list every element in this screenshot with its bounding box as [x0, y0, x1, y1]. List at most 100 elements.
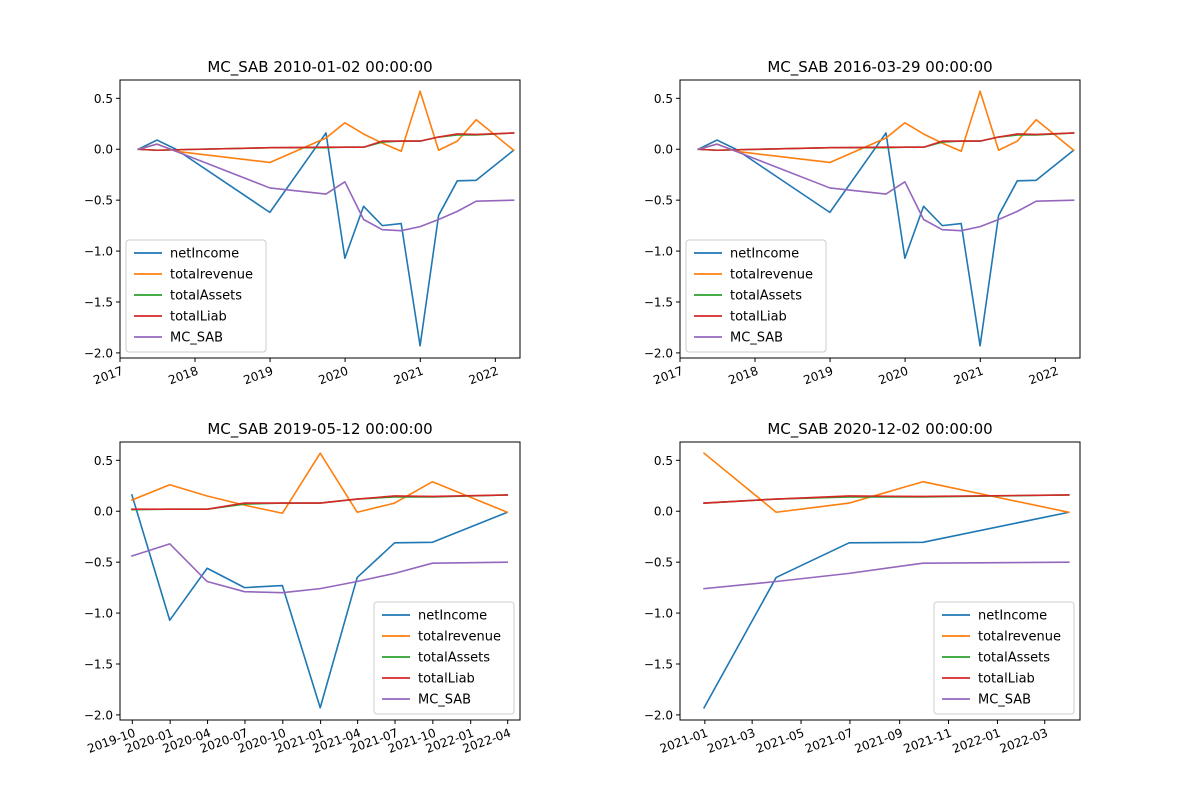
y-tick-label: 0.5 [94, 454, 113, 468]
y-tick-label: −0.5 [644, 194, 673, 208]
x-tick-label: 2021-03 [705, 726, 757, 756]
axes-frame [679, 79, 1081, 359]
legend-box [373, 601, 515, 715]
legend: netIncome totalrevenue totalAssets totalLia… [125, 239, 267, 353]
chart-title: MC_SAB 2019-05-12 00:00:00 [207, 420, 432, 439]
legend-label-MC_SAB: MC_SAB [730, 331, 783, 346]
chart-panel-1: MC_SAB 2010-01-02 00:00:00 0.5 0.0 −0.5 −1.0… [84, 58, 521, 388]
y-tick-label: 0.5 [654, 92, 673, 106]
legend-label-netIncome: netIncome [170, 247, 239, 262]
series-line-totalLiab [703, 494, 1070, 504]
legend-label-netIncome: netIncome [730, 247, 799, 262]
y-tick-label: −0.5 [644, 556, 673, 570]
y-tick-label: −1.0 [84, 607, 113, 621]
y-tick-label: 0.5 [94, 92, 113, 106]
chart-panel-4: MC_SAB 2020-12-02 00:00:00 0.5 0.0 −0.5 −1.0… [644, 420, 1081, 756]
legend-label-netIncome: netIncome [418, 609, 487, 624]
y-tick-label: −1.5 [644, 295, 673, 309]
series-line-netIncome [702, 511, 1070, 709]
chart-panel-3: MC_SAB 2019-05-12 00:00:00 0.5 0.0 −0.5 −1.0… [84, 420, 521, 756]
x-tick-label: 2021-07 [803, 726, 855, 756]
series-line-totalrevenue [130, 452, 509, 515]
legend-label-totalrevenue: totalrevenue [730, 268, 813, 283]
series-line-MC_SAB [697, 143, 1075, 232]
y-tick-label: −2.0 [644, 708, 673, 722]
y-tick-label: 0.0 [654, 143, 673, 157]
y-tick-label: 0.0 [94, 143, 113, 157]
series-line-netIncome [697, 132, 1075, 347]
x-tick-label: 2020 [877, 364, 910, 388]
legend-label-totalrevenue: totalrevenue [978, 630, 1061, 645]
series-line-MC_SAB [137, 143, 515, 232]
x-tick-label: 2019 [242, 364, 275, 388]
series-lines [130, 452, 509, 709]
legend-label-totalAssets: totalAssets [170, 289, 242, 304]
legend-box [125, 239, 267, 353]
x-tick-label: 2022-01 [951, 726, 1003, 756]
chart-title: MC_SAB 2016-03-29 00:00:00 [767, 58, 992, 77]
series-line-netIncome [137, 132, 515, 347]
legend: netIncome totalrevenue totalAssets totalLia… [933, 601, 1075, 715]
chart-title: MC_SAB 2010-01-02 00:00:00 [207, 58, 432, 77]
legend-box [685, 239, 827, 353]
legend-label-totalLiab: totalLiab [978, 672, 1035, 687]
legend: netIncome totalrevenue totalAssets totalLia… [373, 601, 515, 715]
legend-label-totalrevenue: totalrevenue [418, 630, 501, 645]
chart-panel-2: MC_SAB 2016-03-29 00:00:00 0.5 0.0 −0.5 −1.0… [644, 58, 1081, 388]
series-line-MC_SAB [703, 561, 1070, 590]
y-tick-label: −1.0 [644, 607, 673, 621]
x-tick-label: 2022-03 [998, 726, 1050, 756]
x-tick-label: 2021 [952, 364, 985, 388]
x-tick-label: 2018 [167, 364, 200, 388]
y-tick-label: −0.5 [84, 556, 113, 570]
y-tick-label: 0.0 [654, 505, 673, 519]
series-line-totalrevenue [137, 90, 515, 164]
y-tick-label: −1.0 [644, 245, 673, 259]
legend-label-totalLiab: totalLiab [418, 672, 475, 687]
x-tick-label: 2021-11 [902, 726, 954, 756]
legend-label-MC_SAB: MC_SAB [170, 331, 223, 346]
series-line-MC_SAB [130, 543, 509, 594]
x-tick-label: 2021 [392, 364, 425, 388]
legend-label-totalLiab: totalLiab [730, 310, 787, 325]
y-tick-label: −2.0 [644, 346, 673, 360]
y-tick-label: −1.0 [84, 245, 113, 259]
x-tick-label: 2021-09 [853, 726, 905, 756]
series-line-totalLiab [131, 494, 509, 511]
legend-label-totalLiab: totalLiab [170, 310, 227, 325]
legend-label-totalrevenue: totalrevenue [170, 268, 253, 283]
y-tick-label: −1.5 [644, 657, 673, 671]
x-tick-label: 2021-01 [658, 726, 710, 756]
y-tick-label: −2.0 [84, 346, 113, 360]
series-lines [137, 90, 515, 347]
y-tick-label: −1.5 [84, 295, 113, 309]
series-line-totalLiab [137, 132, 515, 152]
y-tick-label: −1.5 [84, 657, 113, 671]
legend-label-totalAssets: totalAssets [418, 651, 490, 666]
x-tick-label: 2020 [317, 364, 350, 388]
legend: netIncome totalrevenue totalAssets totalLia… [685, 239, 827, 353]
axes-frame [119, 79, 521, 359]
legend-label-totalAssets: totalAssets [978, 651, 1050, 666]
x-tick-label: 2017 [92, 364, 125, 388]
y-tick-label: 0.0 [94, 505, 113, 519]
legend-box [933, 601, 1075, 715]
legend-label-totalAssets: totalAssets [730, 289, 802, 304]
axes-frame [119, 441, 521, 721]
legend-label-netIncome: netIncome [978, 609, 1047, 624]
series-line-totalrevenue [702, 452, 1070, 514]
chart-title: MC_SAB 2020-12-02 00:00:00 [767, 420, 992, 439]
x-tick-label: 2022 [1027, 364, 1060, 388]
axes-frame [679, 441, 1081, 721]
legend-label-MC_SAB: MC_SAB [978, 693, 1031, 708]
y-tick-label: −0.5 [84, 194, 113, 208]
series-line-totalrevenue [697, 90, 1075, 164]
y-tick-label: −2.0 [84, 708, 113, 722]
series-lines [697, 90, 1075, 347]
series-lines [702, 452, 1070, 709]
x-tick-label: 2017 [652, 364, 685, 388]
x-tick-label: 2022 [467, 364, 500, 388]
x-tick-label: 2019 [802, 364, 835, 388]
x-tick-label: 2021-05 [754, 726, 806, 756]
series-line-netIncome [130, 493, 509, 709]
